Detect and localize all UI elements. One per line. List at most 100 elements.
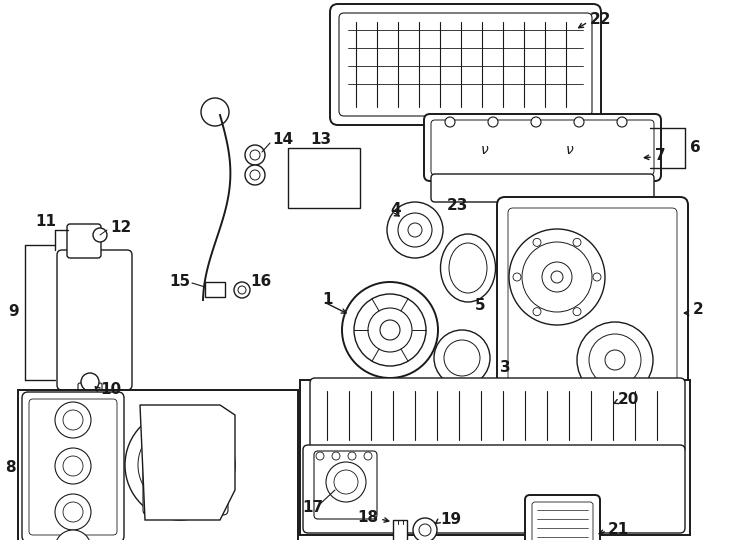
Circle shape <box>166 457 206 497</box>
Circle shape <box>174 465 198 489</box>
Text: 18: 18 <box>357 510 378 525</box>
Circle shape <box>531 117 541 127</box>
Text: 6: 6 <box>690 140 701 156</box>
Circle shape <box>55 494 91 530</box>
Text: 7: 7 <box>655 147 666 163</box>
Text: 12: 12 <box>110 220 131 235</box>
Circle shape <box>234 282 250 298</box>
Text: 16: 16 <box>250 274 272 289</box>
Circle shape <box>316 452 324 460</box>
Text: 5: 5 <box>475 298 486 313</box>
Circle shape <box>174 423 198 447</box>
FancyBboxPatch shape <box>431 120 654 175</box>
Text: 17: 17 <box>302 501 323 516</box>
FancyBboxPatch shape <box>330 4 601 125</box>
Circle shape <box>380 320 400 340</box>
Circle shape <box>387 202 443 258</box>
FancyBboxPatch shape <box>431 174 654 202</box>
Text: 21: 21 <box>608 523 629 537</box>
Circle shape <box>617 117 627 127</box>
Circle shape <box>332 452 340 460</box>
Ellipse shape <box>449 243 487 293</box>
FancyBboxPatch shape <box>525 495 600 540</box>
Circle shape <box>444 340 480 376</box>
FancyBboxPatch shape <box>78 383 102 399</box>
Text: 3: 3 <box>500 361 511 375</box>
Text: 13: 13 <box>310 132 331 147</box>
Circle shape <box>55 530 91 540</box>
FancyBboxPatch shape <box>143 410 228 515</box>
FancyBboxPatch shape <box>508 208 677 407</box>
FancyBboxPatch shape <box>57 250 132 390</box>
FancyBboxPatch shape <box>303 445 685 533</box>
Circle shape <box>434 330 490 386</box>
Circle shape <box>593 273 601 281</box>
Polygon shape <box>140 405 235 520</box>
FancyBboxPatch shape <box>532 502 593 540</box>
Circle shape <box>364 452 372 460</box>
Bar <box>288 148 360 208</box>
Text: 10: 10 <box>100 382 121 397</box>
Circle shape <box>55 402 91 438</box>
Text: 14: 14 <box>272 132 293 147</box>
Text: 22: 22 <box>590 12 611 28</box>
Text: 4: 4 <box>390 202 401 218</box>
Text: ν: ν <box>566 143 574 157</box>
Circle shape <box>533 308 541 316</box>
Circle shape <box>348 452 356 460</box>
Circle shape <box>413 518 437 540</box>
Circle shape <box>589 334 641 386</box>
Circle shape <box>551 271 563 283</box>
Text: 1: 1 <box>322 293 333 307</box>
Circle shape <box>250 170 260 180</box>
Circle shape <box>166 415 206 455</box>
Circle shape <box>408 223 422 237</box>
Circle shape <box>488 117 498 127</box>
FancyBboxPatch shape <box>314 451 377 519</box>
Circle shape <box>63 456 83 476</box>
FancyBboxPatch shape <box>29 399 117 535</box>
Text: ν: ν <box>481 143 489 157</box>
Circle shape <box>173 458 187 472</box>
Text: 20: 20 <box>618 393 639 408</box>
Circle shape <box>522 242 592 312</box>
Circle shape <box>398 213 432 247</box>
Circle shape <box>573 308 581 316</box>
Text: 9: 9 <box>8 305 18 320</box>
Circle shape <box>354 294 426 366</box>
Circle shape <box>63 502 83 522</box>
FancyBboxPatch shape <box>339 13 592 116</box>
Circle shape <box>574 117 584 127</box>
Circle shape <box>81 373 99 391</box>
Bar <box>393 520 407 540</box>
Ellipse shape <box>440 234 495 302</box>
FancyBboxPatch shape <box>497 197 688 418</box>
Circle shape <box>201 98 229 126</box>
Text: 19: 19 <box>440 512 461 528</box>
Circle shape <box>334 470 358 494</box>
FancyBboxPatch shape <box>424 114 661 181</box>
Bar <box>205 282 225 297</box>
Text: 15: 15 <box>169 274 190 289</box>
Circle shape <box>125 410 235 520</box>
Circle shape <box>93 228 107 242</box>
Circle shape <box>250 150 260 160</box>
FancyBboxPatch shape <box>67 224 101 258</box>
Text: 8: 8 <box>5 461 15 476</box>
Circle shape <box>342 282 438 378</box>
Circle shape <box>605 350 625 370</box>
Circle shape <box>238 286 246 294</box>
Circle shape <box>245 165 265 185</box>
FancyBboxPatch shape <box>22 392 124 540</box>
FancyBboxPatch shape <box>310 378 685 453</box>
Text: 2: 2 <box>693 302 704 318</box>
Circle shape <box>162 447 198 483</box>
Circle shape <box>513 273 521 281</box>
Bar <box>18 390 298 540</box>
Circle shape <box>533 238 541 246</box>
Circle shape <box>245 145 265 165</box>
Circle shape <box>55 448 91 484</box>
Text: 11: 11 <box>35 214 56 230</box>
Circle shape <box>577 322 653 398</box>
Circle shape <box>573 238 581 246</box>
